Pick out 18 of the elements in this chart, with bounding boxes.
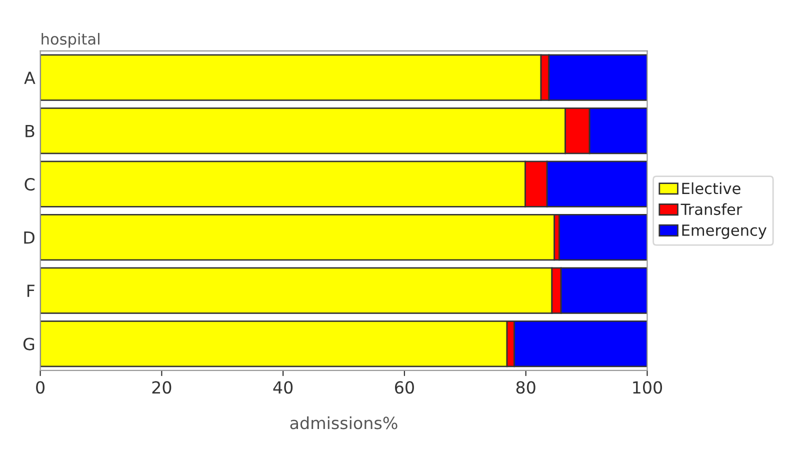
legend-label: Transfer	[680, 203, 742, 216]
y-tick-label: A	[24, 72, 36, 84]
bar	[40, 214, 556, 261]
y-tick-label: C	[24, 178, 35, 191]
y-tick-label: G	[23, 338, 34, 350]
legend-label: Elective	[682, 182, 740, 194]
x-tick-label: 40	[273, 381, 293, 394]
y-tick-label: B	[26, 124, 34, 138]
y-tick-label: F	[27, 284, 34, 297]
legend-label: Emergency	[682, 224, 766, 239]
x-tick-label: 100	[633, 381, 662, 394]
x-tick-label: 60	[395, 381, 414, 394]
x-axis-title: admissions%	[290, 416, 398, 430]
y-axis-title: hospital	[42, 32, 100, 48]
x-tick-label: 80	[516, 381, 536, 394]
y-tick-label: D	[24, 231, 34, 244]
x-tick-label: 0	[36, 381, 44, 394]
x-tick-label: 20	[152, 381, 172, 394]
